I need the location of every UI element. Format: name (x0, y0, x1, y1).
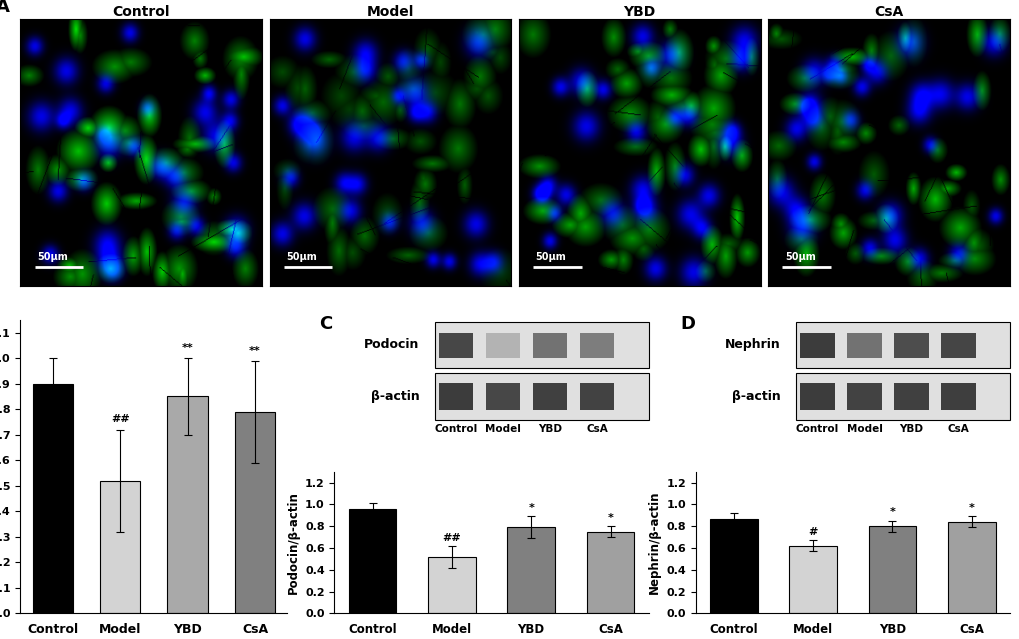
Bar (486, 332, 520, 358)
FancyBboxPatch shape (434, 373, 648, 420)
Bar (580, 383, 613, 410)
Text: *: * (607, 513, 612, 523)
Bar (709, 519, 757, 613)
Text: β-actin: β-actin (731, 390, 780, 403)
Text: β-actin: β-actin (370, 390, 419, 403)
Bar (947, 522, 995, 613)
Bar (894, 332, 927, 358)
Title: YBD: YBD (623, 5, 655, 19)
Text: YBD: YBD (899, 424, 922, 434)
Bar (234, 412, 275, 613)
Bar (428, 557, 475, 613)
Bar (486, 383, 520, 410)
Text: 50μm: 50μm (38, 252, 68, 262)
FancyBboxPatch shape (796, 373, 1009, 420)
Title: Model: Model (367, 5, 414, 19)
Text: Control: Control (434, 424, 478, 434)
Text: Control: Control (795, 424, 839, 434)
FancyBboxPatch shape (796, 322, 1009, 368)
Bar (533, 332, 567, 358)
Text: CsA: CsA (947, 424, 968, 434)
Bar (800, 332, 834, 358)
Text: 50μm: 50μm (286, 252, 317, 262)
Bar (847, 332, 880, 358)
Y-axis label: Nephrin/β-actin: Nephrin/β-actin (647, 491, 660, 594)
Text: *: * (528, 503, 534, 513)
Text: **: ** (249, 346, 261, 355)
Title: CsA: CsA (873, 5, 903, 19)
Text: Model: Model (485, 424, 521, 434)
Text: 50μm: 50μm (784, 252, 815, 262)
Bar (941, 332, 974, 358)
Y-axis label: Podocin/β-actin: Podocin/β-actin (286, 491, 300, 594)
Bar (506, 527, 554, 613)
Text: Podocin: Podocin (364, 339, 419, 351)
Bar (533, 383, 567, 410)
Text: CsA: CsA (586, 424, 607, 434)
Text: A: A (0, 0, 10, 16)
Bar (847, 383, 880, 410)
Title: Control: Control (112, 5, 170, 19)
Bar (100, 481, 141, 613)
Text: **: ** (181, 343, 194, 353)
Bar (167, 396, 208, 613)
Text: Nephrin: Nephrin (725, 339, 780, 351)
Bar (941, 383, 974, 410)
Text: YBD: YBD (538, 424, 561, 434)
Text: 50μm: 50μm (535, 252, 566, 262)
Text: ##: ## (442, 532, 461, 543)
Text: *: * (889, 507, 895, 518)
FancyBboxPatch shape (434, 322, 648, 368)
Text: *: * (968, 503, 974, 513)
Bar (348, 509, 396, 613)
Text: #: # (808, 527, 817, 537)
Text: D: D (680, 314, 694, 332)
Bar (800, 383, 834, 410)
Bar (586, 532, 634, 613)
Bar (33, 383, 73, 613)
Bar (868, 526, 915, 613)
Bar (580, 332, 613, 358)
Bar (894, 383, 927, 410)
Bar (439, 383, 473, 410)
Text: C: C (319, 314, 332, 332)
Text: Model: Model (846, 424, 881, 434)
Bar (439, 332, 473, 358)
Bar (789, 546, 836, 613)
Text: ##: ## (111, 415, 129, 424)
